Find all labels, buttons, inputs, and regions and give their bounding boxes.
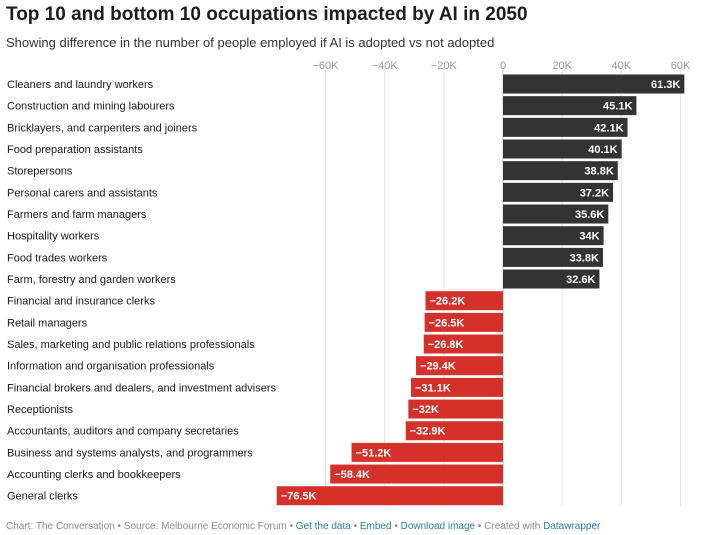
category-label: Receptionists [7, 404, 74, 416]
category-label: Storepersons [7, 166, 73, 178]
value-label: 61.3K [651, 79, 680, 91]
category-label: Sales, marketing and public relations pr… [7, 339, 255, 351]
datawrapper-link[interactable]: Datawrapper [543, 521, 600, 532]
x-tick-label: 40K [612, 60, 632, 72]
chart-footer: Chart: The Conversation • Source: Melbou… [6, 521, 600, 532]
x-tick-label: 0 [500, 60, 506, 72]
category-label: Accounting clerks and bookkeepers [7, 469, 181, 481]
category-label: Information and organisation professiona… [7, 361, 215, 373]
category-label: Retail managers [7, 317, 88, 329]
value-label: −51.2K [356, 447, 392, 459]
embed-link[interactable]: Embed [360, 521, 392, 532]
value-label: 37.2K [580, 187, 609, 199]
category-label: Business and systems analysts, and progr… [7, 447, 253, 459]
value-label: 38.8K [584, 166, 613, 178]
value-label: −26.2K [429, 296, 465, 308]
value-label: 40.1K [588, 144, 617, 156]
category-label: Accountants, auditors and company secret… [7, 426, 239, 438]
category-label: Personal carers and assistants [7, 187, 158, 199]
value-label: −29.4K [420, 361, 456, 373]
value-label: 32.6K [566, 274, 595, 286]
category-label: General clerks [7, 491, 78, 503]
category-label: Bricklayers, and carpenters and joiners [7, 122, 198, 134]
x-tick-label: −40K [372, 60, 399, 72]
get-data-link[interactable]: Get the data [296, 521, 351, 532]
value-label: 35.6K [575, 209, 604, 221]
footer-separator: • [351, 521, 360, 532]
x-tick-label: 20K [552, 60, 572, 72]
category-label: Hospitality workers [7, 231, 100, 243]
value-label: −26.5K [429, 317, 465, 329]
x-tick-label: −20K [431, 60, 458, 72]
chart-credit: Chart: The Conversation [6, 521, 115, 532]
value-label: −76.5K [281, 491, 317, 503]
category-label: Food preparation assistants [7, 144, 143, 156]
value-label: −32.9K [410, 426, 446, 438]
value-label: −32K [412, 404, 439, 416]
bar-chart: −60K −40K −20K 0 20K 40K 60K Cleaners and laund… [0, 0, 702, 535]
value-label: 42.1K [594, 122, 623, 134]
category-label: Cleaners and laundry workers [7, 79, 154, 91]
value-label: −31.1K [415, 382, 451, 394]
footer-separator: • [287, 521, 296, 532]
footer-separator: • [392, 521, 401, 532]
category-label: Financial and insurance clerks [7, 296, 155, 308]
category-label: Food trades workers [7, 252, 108, 264]
x-tick-label: −60K [313, 60, 340, 72]
created-with-text: Created with [484, 521, 540, 532]
source-note: Source: Melbourne Economic Forum [124, 521, 287, 532]
footer-separator: • [475, 521, 484, 532]
value-label: −26.8K [428, 339, 464, 351]
footer-separator: • [115, 521, 124, 532]
value-label: 45.1K [603, 101, 632, 113]
value-label: 33.8K [570, 252, 599, 264]
chart-container: Top 10 and bottom 10 occupations impacte… [0, 0, 702, 535]
category-label: Financial brokers and dealers, and inves… [7, 382, 277, 394]
category-label: Farmers and farm managers [7, 209, 147, 221]
download-image-link[interactable]: Download image [401, 521, 476, 532]
value-label: −58.4K [334, 469, 370, 481]
x-tick-label: 60K [671, 60, 691, 72]
category-label: Construction and mining labourers [7, 101, 175, 113]
value-label: 34K [579, 231, 599, 243]
category-label: Farm, forestry and garden workers [7, 274, 176, 286]
